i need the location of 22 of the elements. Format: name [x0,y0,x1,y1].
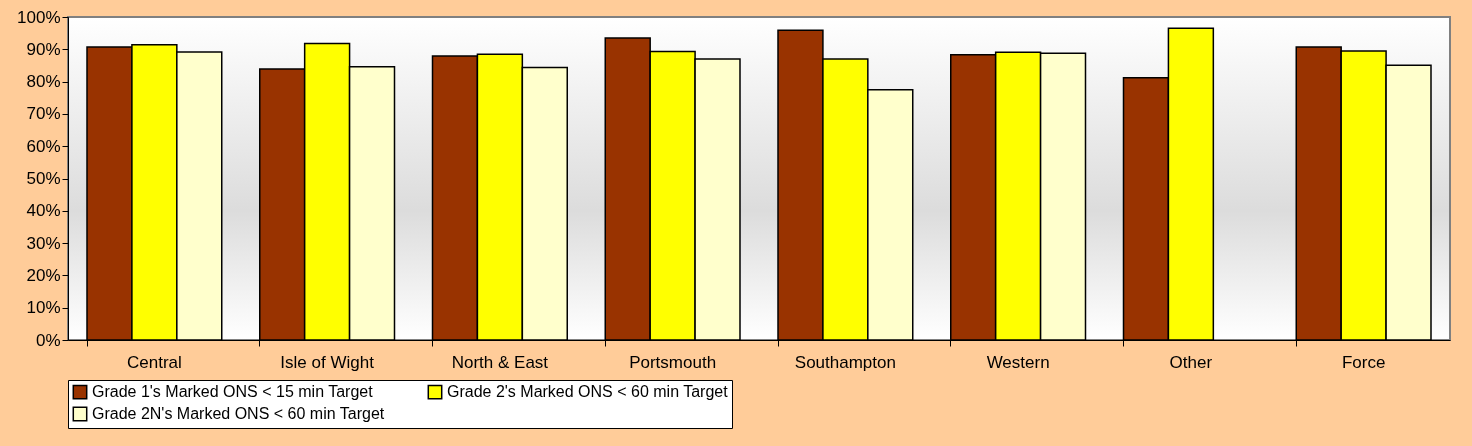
x-tick-label: Western [986,352,1050,372]
legend-label: Grade 1's Marked ONS < 15 min Target [92,383,374,401]
y-tick-label: 30% [26,233,61,253]
legend-label: Grade 2N's Marked ONS < 60 min Target [92,405,385,422]
y-tick-label: 50% [26,169,61,188]
y-tick-label: 60% [26,136,61,156]
y-tick-label: 90% [26,39,61,59]
legend-label: Grade 2's Marked ONS < 60 min Target [447,383,729,401]
x-tick-label: Other [1169,352,1213,372]
x-tick-label: Central [126,352,182,372]
x-tick-label: Southampton [794,352,896,372]
y-tick-label: 70% [26,104,61,124]
y-tick-label: 40% [26,201,61,221]
x-tick-label: North & East [451,352,549,372]
y-tick-label: 10% [26,298,61,318]
y-tick-label: 20% [26,265,61,285]
x-tick-label: Isle of Wight [280,352,375,372]
y-tick-label: 100% [17,7,61,27]
y-tick-label: 80% [26,72,61,92]
y-tick-label: 0% [35,330,61,350]
x-tick-label: Force [1341,352,1386,372]
x-tick-label: Portsmouth [629,352,717,372]
